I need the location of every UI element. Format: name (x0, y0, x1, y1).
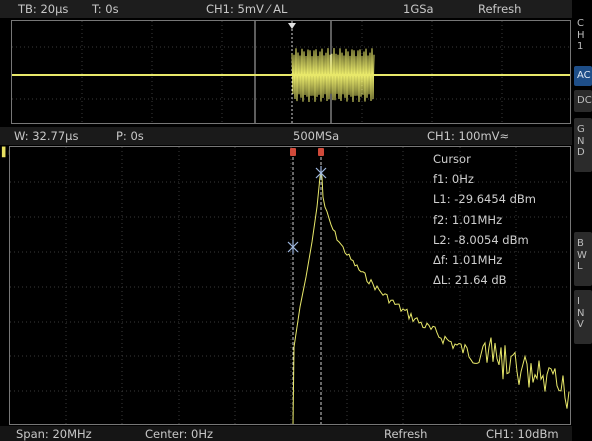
cursor-f1-value: f1: 0Hz (433, 172, 474, 187)
channel-menu-header: C H 1 (577, 18, 585, 52)
cursor-l1-value: L1: -29.6454 dBm (433, 192, 537, 207)
invert-button[interactable]: I N V (574, 290, 592, 344)
overview-waveform-display[interactable] (11, 20, 571, 124)
fft-spectrum-trace (292, 170, 570, 424)
cursor-1-flag-icon[interactable] (290, 148, 296, 156)
coupling-ac-button[interactable]: AC (574, 66, 592, 86)
reference-level-icon[interactable]: ▌▸ (2, 148, 14, 158)
cursor-delta-f-value: Δf: 1.01MHz (433, 253, 503, 268)
coupling-gnd-button[interactable]: G N D (574, 118, 592, 172)
cursor-2-crosshair-icon (315, 166, 327, 180)
fft-spectrum-svg (10, 147, 570, 424)
overview-waveform-svg (12, 21, 570, 123)
cursor-delta-l-value: ΔL: 21.64 dB (433, 273, 507, 288)
cursor-title: Cursor (433, 152, 471, 166)
position-readout[interactable]: P: 0s (116, 129, 144, 143)
channel-trigger-readout[interactable]: CH1: 5mV ⁄ AL (206, 2, 288, 16)
timebase-readout[interactable]: TB: 20µs (18, 2, 69, 16)
acquisition-mode-readout[interactable]: Refresh (478, 2, 522, 16)
fft-mode-readout[interactable]: Refresh (384, 427, 428, 441)
fft-sample-rate-readout: 500MSa (293, 129, 340, 143)
cursor-1-crosshair-icon (287, 240, 299, 254)
cursor-l2-value: L2: -8.0054 dBm (433, 232, 529, 247)
sample-rate-readout: 1GSa (403, 2, 434, 16)
channel-scale-readout[interactable]: CH1: 100mV≈ (427, 129, 510, 143)
bottom-status-bar: Span: 20MHz Center: 0Hz Refresh CH1: 10d… (0, 426, 572, 441)
cursor-2-flag-icon[interactable] (318, 148, 324, 156)
trigger-position-icon[interactable] (288, 23, 296, 29)
bandwidth-limit-button[interactable]: B W L (574, 232, 592, 286)
fft-spectrum-display[interactable]: Cursor f1: 0Hz L1: -29.6454 dBm f2: 1.01… (9, 146, 571, 425)
cursor-f2-value: f2: 1.01MHz (433, 212, 503, 227)
fft-scale-readout[interactable]: CH1: 10dBm (486, 427, 559, 441)
spectrum-grid (10, 147, 570, 424)
cursor-readout-panel: Cursor f1: 0Hz L1: -29.6454 dBm f2: 1.01… (433, 149, 569, 290)
zoom-status-bar: W: 32.77µs P: 0s 500MSa CH1: 100mV≈ (0, 127, 572, 145)
coupling-dc-button[interactable]: DC (574, 90, 592, 112)
trigger-time-readout[interactable]: T: 0s (92, 2, 119, 16)
span-readout[interactable]: Span: 20MHz (16, 427, 92, 441)
center-frequency-readout[interactable]: Center: 0Hz (145, 427, 214, 441)
top-status-bar: TB: 20µs T: 0s CH1: 5mV ⁄ AL 1GSa Refres… (0, 0, 572, 18)
overview-burst-trace (291, 47, 375, 103)
window-width-readout: W: 32.77µs (14, 129, 79, 143)
overview-grid (12, 21, 570, 123)
